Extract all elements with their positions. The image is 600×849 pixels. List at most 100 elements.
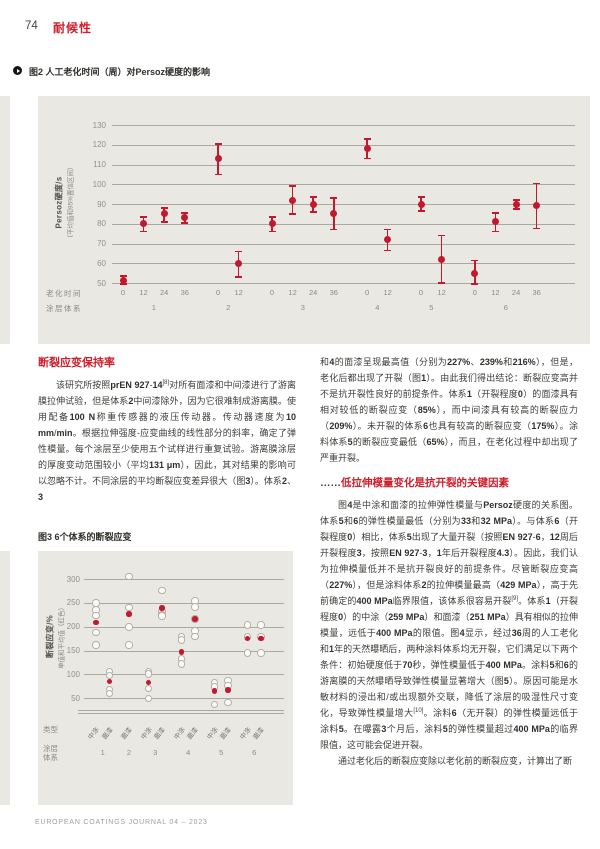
x-axis-row-label-type: 类型 (43, 725, 58, 734)
grid-line (112, 184, 575, 186)
grid-line (84, 579, 284, 580)
single-value-point (177, 636, 186, 644)
single-value-point (144, 684, 153, 693)
figure3-bleed-strip (0, 551, 10, 805)
week-tick-label: 24 (511, 288, 521, 297)
single-value-point (92, 641, 100, 649)
figure3-caption: 图3 6个体系的断裂应变 (38, 532, 132, 542)
error-bar-cap (417, 210, 425, 212)
single-value-point (210, 700, 219, 709)
page-footer: EUROPEAN COATINGS JOURNAL 04 – 2023 (35, 819, 208, 826)
week-tick-label: 12 (288, 288, 297, 297)
error-bar-cap (119, 275, 127, 277)
mean-value-point (225, 687, 231, 693)
y-axis-label: Persoz硬度/s (54, 176, 64, 229)
mean-value-point (126, 611, 132, 617)
grid-line (112, 263, 575, 265)
y-tick-label: 150 (66, 646, 80, 656)
week-tick-label: 0 (120, 288, 126, 297)
single-value-point (158, 586, 166, 595)
x-axis-row-label-coating-system: 涂层体系 (43, 744, 58, 762)
grid-line (112, 204, 575, 205)
week-tick-label: 12 (491, 288, 500, 297)
system-tick-label: 6 (252, 748, 257, 757)
data-point (160, 210, 168, 218)
single-value-point (125, 641, 133, 649)
data-point (181, 214, 189, 222)
figure2-chart: Persoz硬度/s （平均值和95%置信区间） 老化时间 涂层体系 130 12… (38, 96, 590, 344)
data-point (533, 202, 541, 210)
x-axis-row-label-aging-time: 老化时间 (46, 289, 82, 298)
data-point (309, 200, 317, 208)
grid-line (112, 223, 575, 225)
x-axis-line (78, 710, 284, 711)
week-tick-label: 12 (234, 288, 243, 297)
single-value-point (144, 670, 153, 678)
error-bar-cap (289, 213, 297, 215)
error-bar-cap (533, 227, 541, 230)
data-point (492, 218, 499, 226)
mean-value-point (244, 635, 251, 642)
right-column: 和4的面漆呈现最高值（分别为227%、239%和216%），但是，老化后都出现了… (320, 354, 578, 769)
mean-value-point (145, 679, 152, 686)
arrow-circle-icon (13, 66, 22, 75)
x-axis-row-label-coating-system: 涂层体系 (46, 304, 82, 313)
single-value-point (92, 628, 100, 637)
week-tick-label: 0 (269, 288, 275, 297)
error-bar-cap (330, 228, 338, 231)
y-tick-label: 50 (97, 278, 106, 288)
system-tick-label: 2 (226, 303, 231, 312)
error-bar-cap (417, 196, 425, 198)
week-tick-label: 36 (329, 288, 338, 297)
section-title: 耐候性 (53, 21, 93, 35)
system-tick-label: 6 (503, 303, 508, 312)
system-tick-label: 1 (151, 303, 156, 312)
system-tick-label: 3 (153, 748, 158, 757)
single-value-point (144, 694, 153, 703)
single-value-point (105, 671, 114, 680)
single-value-point (191, 603, 199, 611)
y-tick-label: 90 (97, 199, 106, 209)
single-value-point (92, 611, 100, 620)
error-bar-cap (214, 173, 222, 176)
grid-line (112, 144, 575, 146)
single-value-point (125, 603, 133, 612)
week-tick-label: 12 (437, 288, 446, 297)
system-tick-label: 4 (186, 748, 191, 757)
error-bar-cap (268, 216, 276, 218)
error-bar-cap (309, 196, 317, 198)
error-bar-cap (363, 157, 371, 160)
section-heading-strain-retention: 断裂应变保持率 (38, 357, 115, 369)
system-tick-label: 3 (300, 303, 305, 312)
grid-line (112, 164, 575, 166)
single-value-point (257, 621, 265, 629)
error-bar-cap (160, 207, 168, 209)
mean-value-point (258, 635, 264, 642)
error-bar-cap (438, 282, 446, 284)
data-point (438, 255, 446, 263)
y-tick-label: 110 (93, 160, 106, 169)
data-point (417, 200, 425, 208)
mean-value-point (93, 619, 99, 626)
grid-line (84, 674, 284, 676)
error-bar-cap (140, 230, 148, 233)
single-value-point (257, 649, 265, 657)
single-value-point (105, 689, 114, 698)
grid-line (84, 698, 284, 700)
week-tick-label: 0 (418, 288, 424, 297)
figure3-chart: 断裂应变/% 单值和平均值（红色） 类型 涂层体系 300 250 200 150 10… (38, 551, 293, 805)
data-point (235, 259, 243, 267)
y-tick-label: 60 (97, 258, 106, 268)
grid-line (112, 283, 575, 284)
error-bar-cap (471, 259, 479, 262)
data-point (471, 269, 479, 277)
week-tick-label: 0 (216, 288, 221, 297)
body-paragraph: 图4是中涂和面漆的拉伸弹性模量与Persoz硬度的关系图。体系5和6的弹性模量最… (320, 500, 578, 750)
body-paragraph: 该研究所按照prEN 927-14[8]对所有面漆和中间漆进行了游离膜拉伸试验，… (38, 380, 296, 502)
error-bar-cap (119, 283, 127, 285)
week-tick-label: 36 (532, 288, 541, 297)
mean-value-point (159, 605, 165, 611)
week-tick-label: 12 (139, 288, 148, 297)
error-bar-cap (140, 216, 148, 218)
y-tick-label: 50 (71, 693, 80, 703)
